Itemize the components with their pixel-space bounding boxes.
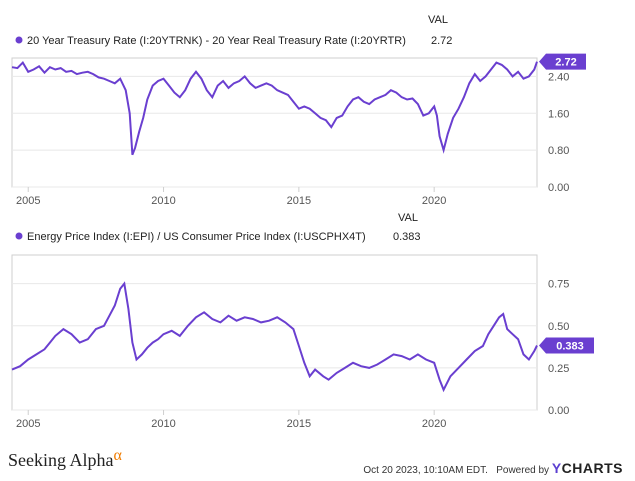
x-tick-label: 2015 [287,195,311,207]
plot-frame [11,254,538,411]
y-axis: 0.00 0.80 1.60 2.40 [548,71,569,194]
y-tick-label: 0.50 [548,321,569,333]
x-tick-label: 2020 [422,195,446,207]
ycharts-rest: CHARTS [561,460,623,476]
x-axis: 2005 2010 2015 2020 [16,187,446,207]
seeking-alpha-logo: Seeking Alphaα [8,447,122,471]
timestamp: Oct 20 2023, 10:10AM EDT. [363,465,488,476]
ycharts-y: Y [551,460,562,476]
brand-name: Seeking Alpha [8,450,114,470]
x-tick-label: 2010 [151,195,175,207]
val-header: VAL [398,212,418,224]
ycharts-logo: YCHARTS [552,460,623,476]
y-tick-label: 0.00 [548,405,569,417]
plot-frame [11,57,538,188]
x-tick-label: 2020 [422,418,446,430]
legend-series-name: Energy Price Index (I:EPI) / US Consumer… [27,231,366,243]
series-line [11,281,538,393]
val-header: VAL [428,14,448,26]
y-tick-label: 2.40 [548,71,569,83]
legend-series-value: 0.383 [393,231,421,243]
gridlines [11,57,538,188]
alpha-mark: α [113,447,122,464]
y-tick-label: 0.25 [548,363,569,375]
legend-marker-icon [15,36,23,44]
footer-credits: Oct 20 2023, 10:10AM EDT. Powered by YCH… [363,460,623,476]
x-axis: 2005 2010 2015 2020 [16,410,446,430]
y-tick-label: 0.00 [548,182,569,194]
panel-top: VAL 20 Year Treasury Rate (I:20YTRNK) - … [11,14,586,207]
legend-series-name: 20 Year Treasury Rate (I:20YTRNK) - 20 Y… [27,35,406,47]
gridlines [11,254,538,411]
y-tick-label: 0.80 [548,145,569,157]
series-line [11,60,538,156]
badge-value: 2.72 [555,57,576,69]
x-tick-label: 2015 [287,418,311,430]
x-tick-label: 2005 [16,195,40,207]
badge-value: 0.383 [556,340,584,352]
powered-by: Powered by [496,465,550,476]
y-tick-label: 0.75 [548,279,569,291]
x-tick-label: 2010 [151,418,175,430]
last-value-badge: 0.383 [539,337,594,354]
legend-series-value: 2.72 [431,35,452,47]
badge-shape [539,337,594,354]
x-tick-label: 2005 [16,418,40,430]
y-tick-label: 1.60 [548,108,569,120]
panel-bottom: VAL Energy Price Index (I:EPI) / US Cons… [11,212,594,430]
legend-marker-icon [15,232,23,240]
last-value-badge: 2.72 [539,53,586,70]
y-axis: 0.00 0.25 0.50 0.75 [548,279,569,417]
badge-shape [539,53,586,70]
